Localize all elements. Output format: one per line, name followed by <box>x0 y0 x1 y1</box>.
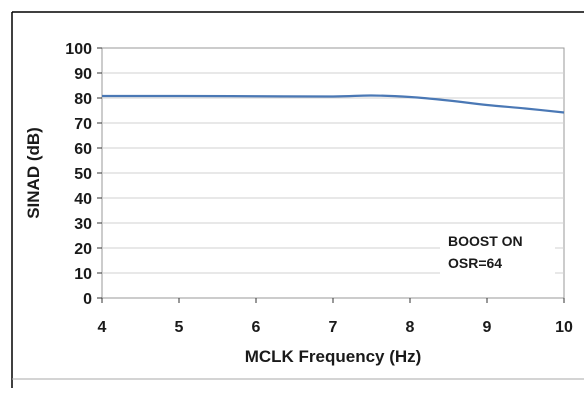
y-tick-label-0: 0 <box>83 291 92 308</box>
y-tick-label-30: 30 <box>74 216 92 233</box>
annotation-line-2: OSR=64 <box>448 255 502 271</box>
x-tick-label-7: 7 <box>329 319 338 336</box>
annotation-box <box>440 227 555 279</box>
x-axis-label: MCLK Frequency (Hz) <box>245 347 422 366</box>
y-tick-label-60: 60 <box>74 141 92 158</box>
x-tick-labels: 4 5 6 7 8 9 10 <box>98 298 573 336</box>
y-axis-label: SINAD (dB) <box>24 127 43 219</box>
series-lines <box>101 94 565 114</box>
x-tick-label-8: 8 <box>406 319 415 336</box>
y-tick-label-20: 20 <box>74 241 92 258</box>
y-tick-labels: 0 10 20 30 40 50 60 70 80 90 100 <box>65 41 102 308</box>
gridlines <box>102 72 564 274</box>
series-line-0 <box>101 94 565 114</box>
x-tick-label-9: 9 <box>483 319 492 336</box>
y-tick-label-70: 70 <box>74 116 92 133</box>
y-tick-label-50: 50 <box>74 166 92 183</box>
y-tick-label-40: 40 <box>74 191 92 208</box>
x-tick-label-5: 5 <box>175 319 184 336</box>
y-tick-label-100: 100 <box>65 41 92 58</box>
x-tick-label-6: 6 <box>252 319 261 336</box>
y-tick-label-90: 90 <box>74 66 92 83</box>
y-tick-label-80: 80 <box>74 91 92 108</box>
y-tick-label-10: 10 <box>74 266 92 283</box>
x-tick-label-10: 10 <box>555 319 573 336</box>
annotation-line-1: BOOST ON <box>448 233 523 249</box>
x-tick-label-4: 4 <box>98 319 107 336</box>
